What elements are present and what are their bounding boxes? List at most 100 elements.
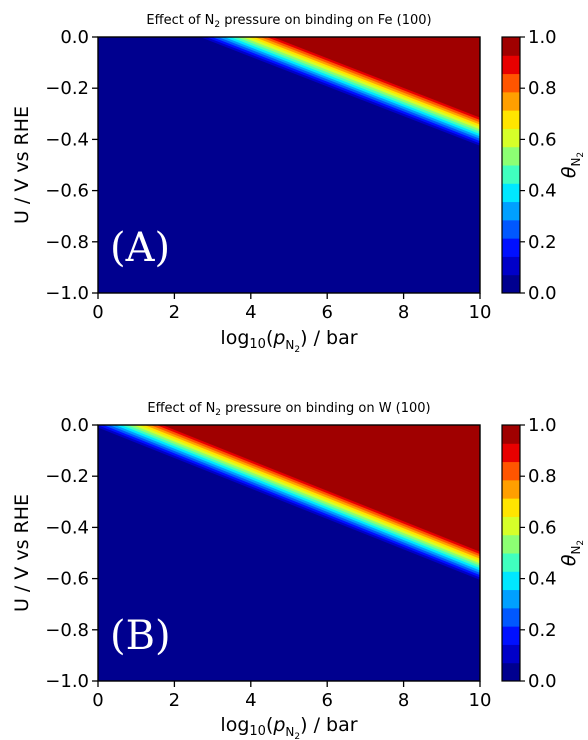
axes-frame xyxy=(97,424,481,682)
axes-frame xyxy=(97,36,481,294)
y-tick-label: −0.2 xyxy=(45,466,89,487)
title-text: Effect of N xyxy=(147,401,215,416)
x-tick-label: 8 xyxy=(398,302,409,323)
colorbar-segment xyxy=(502,55,520,75)
x-label-part: log xyxy=(220,327,249,349)
title-text: Effect of N xyxy=(146,13,214,28)
colorbar-segment xyxy=(502,274,520,294)
y-tick-label: −0.6 xyxy=(45,181,89,202)
colorbar-frame xyxy=(501,424,521,682)
x-tick-label: 0 xyxy=(92,690,103,711)
y-tick-label: 0.0 xyxy=(60,27,89,48)
colorbar-label-symbol: θ xyxy=(558,166,580,178)
colorbar-tick-label: 0.8 xyxy=(528,466,557,487)
y-axis: 0.0 −0.2 −0.4 −0.6 −0.8 −1.0 xyxy=(45,27,98,304)
y-tick-label: −0.8 xyxy=(45,232,89,253)
colorbar-segment xyxy=(502,201,520,221)
panel-label: (B) xyxy=(110,613,171,659)
colorbar-segment xyxy=(502,425,520,444)
colorbar-segment xyxy=(502,534,520,554)
contour-bands xyxy=(98,425,480,580)
colorbar-label-subscript: 2 xyxy=(576,152,586,158)
colorbar-segment xyxy=(502,443,520,463)
panel-label: (A) xyxy=(110,225,170,271)
colorbar-tick-label: 0.4 xyxy=(528,181,557,202)
colorbar-tick-label: 1.0 xyxy=(528,27,557,48)
x-tick-label: 6 xyxy=(321,690,332,711)
y-tick-label: −0.6 xyxy=(45,569,89,590)
colorbar-segment xyxy=(502,644,520,664)
colorbar-segment xyxy=(502,571,520,591)
colorbar-tick-label: 0.8 xyxy=(528,78,557,99)
colorbar-tick-label: 0.2 xyxy=(528,620,557,641)
y-tick-label: −0.2 xyxy=(45,78,89,99)
colorbar-tick-label: 0.0 xyxy=(528,671,557,692)
x-tick-label: 10 xyxy=(469,690,492,711)
colorbar-segment xyxy=(502,662,520,682)
x-axis-label: log10(pN2) / bar xyxy=(220,714,357,740)
x-tick-label: 2 xyxy=(169,690,180,711)
y-tick-label: −0.4 xyxy=(45,129,89,150)
colorbar-tick-label: 0.2 xyxy=(528,232,557,253)
colorbar-segment xyxy=(502,479,520,499)
colorbar-segment xyxy=(502,219,520,239)
x-label-part: ( xyxy=(266,714,273,736)
x-axis: 0 2 4 6 8 10 xyxy=(92,293,491,323)
x-tick-label: 6 xyxy=(321,302,332,323)
chart-title: Effect of N2 pressure on binding on Fe (… xyxy=(146,13,431,30)
y-axis: 0.0 −0.2 −0.4 −0.6 −0.8 −1.0 xyxy=(45,415,98,692)
colorbar-segment xyxy=(502,91,520,111)
contour-band xyxy=(162,425,480,552)
colorbar-segment xyxy=(502,626,520,645)
x-label-part: p xyxy=(272,327,285,349)
y-tick-label: −0.8 xyxy=(45,620,89,641)
title-text: pressure on binding on Fe (100) xyxy=(220,13,432,28)
panel-a: 0 2 4 6 8 10 0.0 −0.2 −0.4 −0.6 −0.8 −1.0 Effect of … xyxy=(11,13,586,355)
contour-band xyxy=(272,37,480,118)
contour-bands xyxy=(200,37,480,146)
x-axis: 0 2 4 6 8 10 xyxy=(92,681,491,711)
colorbar-label-subscript: N xyxy=(569,158,583,167)
x-label-subscript: N xyxy=(285,338,294,352)
x-tick-label: 4 xyxy=(245,690,256,711)
colorbar: 0.0 0.2 0.4 0.6 0.8 1.0 θN2 xyxy=(501,415,586,692)
colorbar-tick-label: 1.0 xyxy=(528,415,557,436)
colorbar: 0.0 0.2 0.4 0.6 0.8 1.0 θN2 xyxy=(501,27,586,304)
colorbar-segment xyxy=(502,110,520,129)
x-tick-label: 8 xyxy=(398,690,409,711)
y-tick-label: −1.0 xyxy=(45,671,89,692)
x-tick-label: 4 xyxy=(245,302,256,323)
colorbar-tick-label: 0.0 xyxy=(528,283,557,304)
colorbar-segment xyxy=(502,183,520,203)
y-axis-label: U / V vs RHE xyxy=(11,494,33,612)
colorbar-segment xyxy=(502,146,520,166)
y-axis-label: U / V vs RHE xyxy=(11,106,33,224)
chart-title: Effect of N2 pressure on binding on W (1… xyxy=(147,401,430,418)
colorbar-segment xyxy=(502,589,520,609)
x-label-part: ) / bar xyxy=(300,327,358,349)
colorbar-segment xyxy=(502,73,520,93)
colorbar-label-subscript: N xyxy=(569,546,583,555)
colorbar-segment xyxy=(502,607,520,627)
y-tick-label: −1.0 xyxy=(45,283,89,304)
x-tick-label: 10 xyxy=(469,302,492,323)
colorbar-tick-label: 0.6 xyxy=(528,517,557,538)
x-label-part: p xyxy=(272,714,285,736)
x-label-subscript: 2 xyxy=(294,345,300,355)
colorbar-segment xyxy=(502,128,520,148)
x-tick-label: 0 xyxy=(92,302,103,323)
colorbar-label-subscript: 2 xyxy=(576,540,586,546)
x-label-subscript: 10 xyxy=(249,724,266,739)
x-label-part: ( xyxy=(266,327,273,349)
colorbar-segment xyxy=(502,516,520,536)
title-text: pressure on binding on W (100) xyxy=(221,401,431,416)
colorbar-segment xyxy=(502,37,520,56)
title-subscript: 2 xyxy=(215,408,221,418)
x-label-subscript: N xyxy=(285,725,294,739)
colorbar-label-symbol: θ xyxy=(558,554,580,566)
y-tick-label: −0.4 xyxy=(45,517,89,538)
colorbar-segment xyxy=(502,165,520,184)
colorbar-frame xyxy=(501,36,521,294)
y-tick-label: 0.0 xyxy=(60,415,89,436)
